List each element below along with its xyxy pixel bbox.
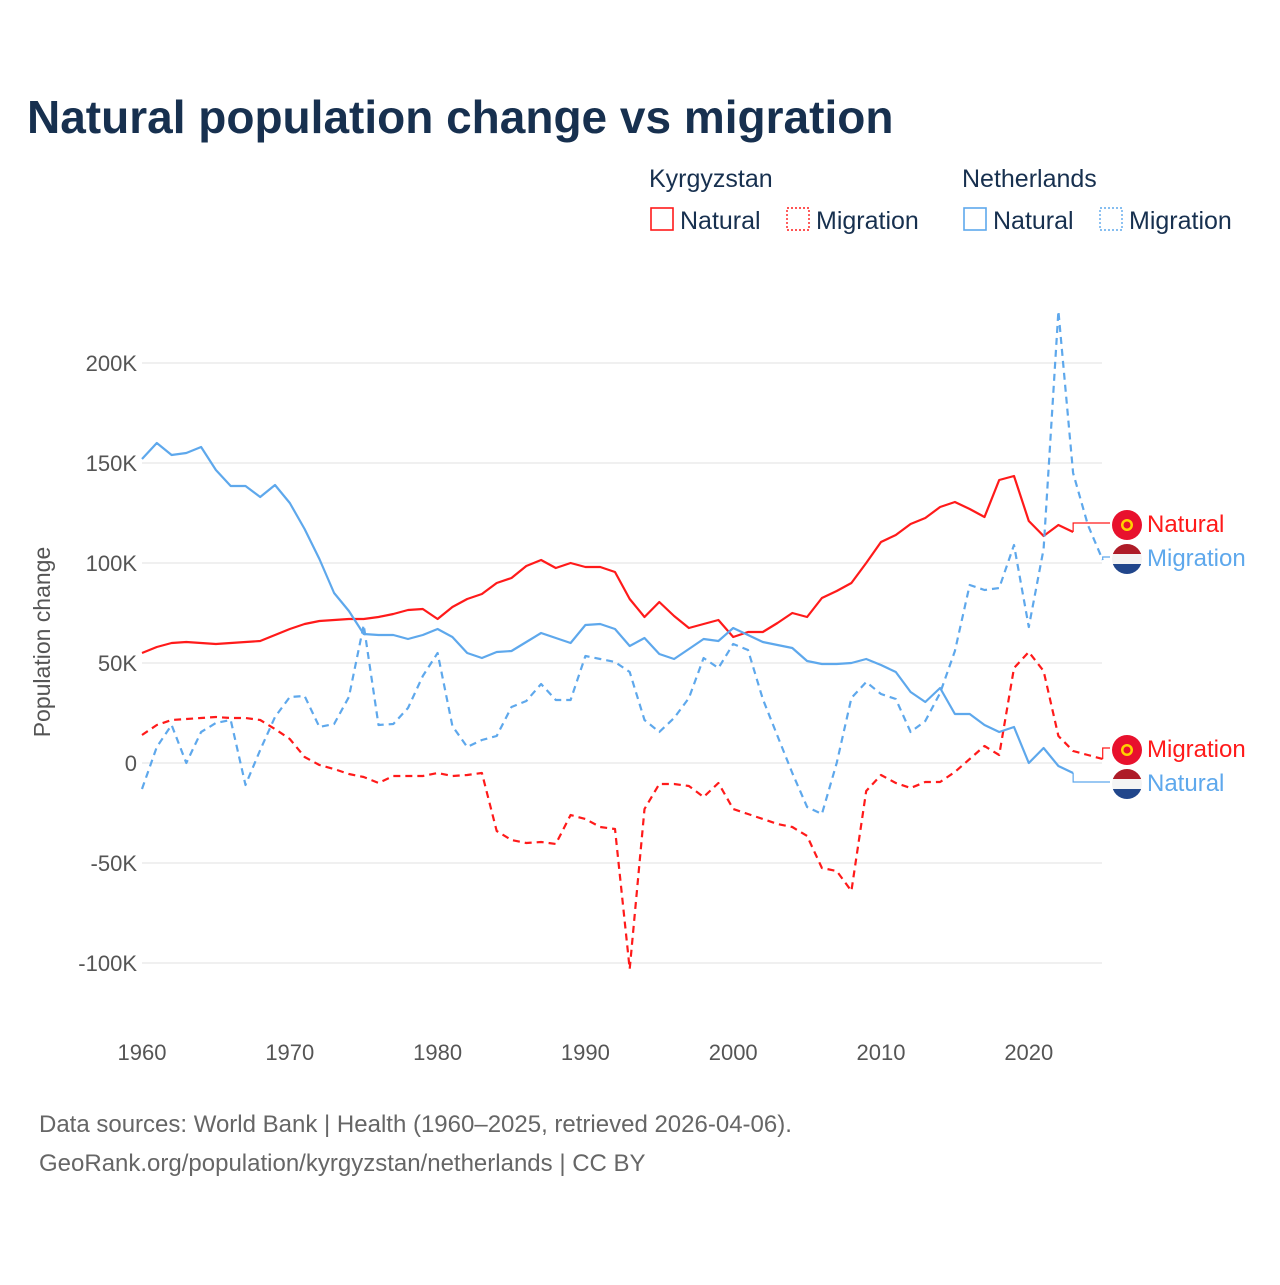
y-axis-label: Population change xyxy=(29,547,55,738)
end-label-netherlands-natural: Natural xyxy=(1147,770,1224,797)
source-line-1: Data sources: World Bank | Health (1960–… xyxy=(39,1111,792,1138)
legend-swatch-nl-migration xyxy=(1099,207,1123,231)
series-line-kyrgyzstan-migration[interactable] xyxy=(141,650,1103,971)
x-tick-label: 2020 xyxy=(1004,1040,1053,1065)
netherlands-flag-icon xyxy=(1112,769,1142,799)
chart-title: Natural population change vs migration xyxy=(27,91,893,143)
legend-swatch-kg-migration xyxy=(786,207,810,231)
x-tick-label: 1960 xyxy=(118,1040,167,1065)
y-axis-ticks: -100K -50K 0 50K 100K 150K 200K xyxy=(78,351,137,976)
x-tick-label: 1980 xyxy=(413,1040,462,1065)
legend: Kyrgyzstan Natural Migration Netherlands… xyxy=(649,165,1232,235)
series-line-netherlands-migration[interactable] xyxy=(140,309,1104,816)
end-label-kyrgyzstan-migration: Migration xyxy=(1147,736,1246,763)
y-tick-label: -100K xyxy=(78,951,137,976)
source-line-2[interactable]: GeoRank.org/population/kyrgyzstan/nether… xyxy=(39,1150,646,1177)
end-label-kyrgyzstan-natural: Natural xyxy=(1147,511,1224,538)
end-labels: Natural Migration Natural Migration xyxy=(1072,510,1246,799)
end-label-connector xyxy=(1072,522,1110,532)
kyrgyzstan-flag-icon xyxy=(1112,510,1142,540)
legend-label-nl-migration[interactable]: Migration xyxy=(1129,207,1232,235)
y-tick-label: -50K xyxy=(91,851,138,876)
legend-label-kg-migration[interactable]: Migration xyxy=(816,207,919,235)
y-tick-label: 0 xyxy=(125,751,137,776)
legend-group-kyrgyzstan: Kyrgyzstan xyxy=(649,165,773,193)
end-label-netherlands-migration: Migration xyxy=(1147,545,1246,572)
x-tick-label: 1970 xyxy=(265,1040,314,1065)
kyrgyzstan-flag-icon xyxy=(1112,735,1142,765)
series-line-netherlands-natural[interactable] xyxy=(141,441,1074,774)
x-tick-label: 2000 xyxy=(709,1040,758,1065)
x-axis-ticks: 1960 1970 1980 1990 2000 2010 2020 xyxy=(118,1040,1054,1065)
legend-label-kg-natural[interactable]: Natural xyxy=(680,207,761,235)
legend-swatch-kg-natural xyxy=(650,207,674,231)
legend-group-netherlands: Netherlands xyxy=(962,165,1097,193)
y-tick-label: 100K xyxy=(86,551,138,576)
y-tick-label: 200K xyxy=(86,351,138,376)
series-lines xyxy=(140,309,1104,971)
end-label-connector xyxy=(1102,556,1110,560)
end-label-connector xyxy=(1102,747,1110,759)
legend-swatch-nl-natural xyxy=(963,207,987,231)
x-tick-label: 1990 xyxy=(561,1040,610,1065)
gridlines xyxy=(142,362,1102,964)
legend-label-nl-natural[interactable]: Natural xyxy=(993,207,1074,235)
y-tick-label: 150K xyxy=(86,451,138,476)
end-label-connector xyxy=(1072,773,1110,783)
x-tick-label: 2010 xyxy=(857,1040,906,1065)
y-tick-label: 50K xyxy=(98,651,137,676)
netherlands-flag-icon xyxy=(1112,544,1142,574)
series-line-kyrgyzstan-natural[interactable] xyxy=(141,474,1074,655)
